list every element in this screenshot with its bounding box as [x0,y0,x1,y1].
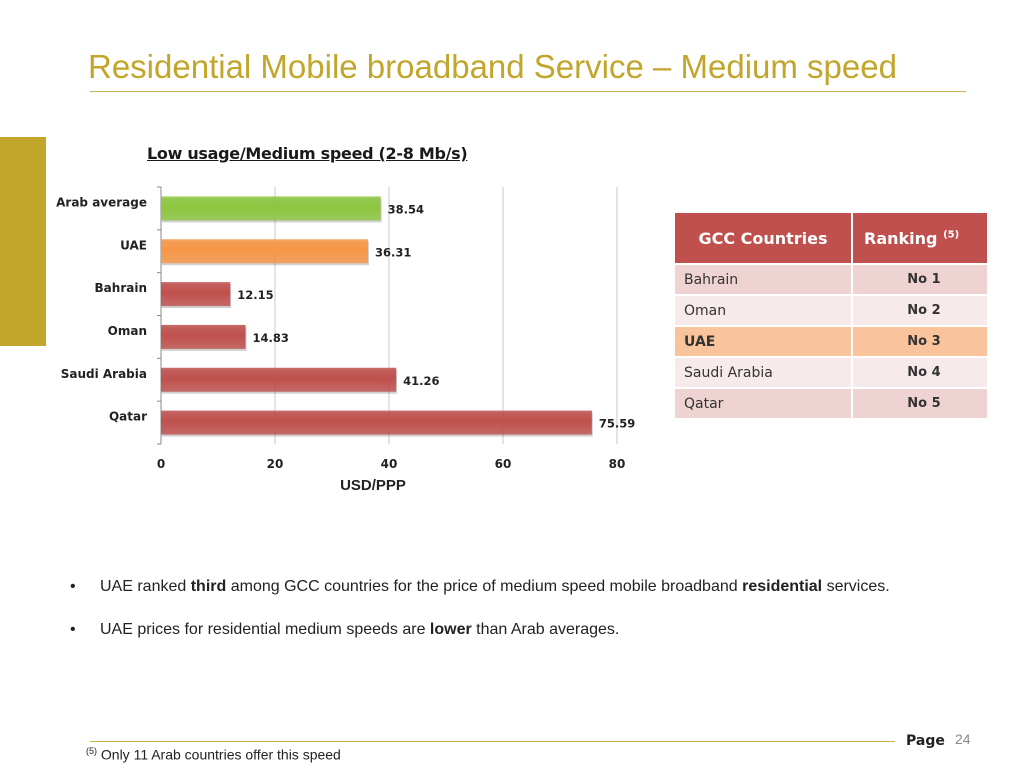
bullet-text: UAE ranked [100,578,191,595]
gcc-ranking-table: GCC Countries Ranking (5) Bahrain No 1 O… [675,213,989,420]
footnote: (5) Only 11 Arab countries offer this sp… [86,746,341,763]
rank-cell: No 5 [853,389,989,420]
bullet-item: • UAE ranked third among GCC countries f… [70,576,890,597]
data-label: 36.31 [375,245,411,259]
table-row: Oman No 2 [675,296,989,327]
x-tick-label: 0 [157,457,165,471]
table-row-highlighted: UAE No 3 [675,327,989,358]
data-label: 38.54 [388,202,424,216]
country-cell: Saudi Arabia [675,358,853,389]
ranking-footnote-mark: (5) [943,229,960,241]
data-label: 12.15 [237,288,273,302]
x-tick-label: 40 [381,457,398,471]
bullet-dot: • [70,621,76,638]
page-number: 24 [955,731,971,747]
side-accent-bar [0,137,46,346]
category-label: Saudi Arabia [61,367,147,381]
footnote-mark: (5) [86,746,97,756]
page-label: Page [906,733,945,749]
bar [161,196,381,221]
bullet-text: UAE prices for residential medium speeds… [100,621,430,638]
bar [161,367,397,392]
bullet-item: • UAE prices for residential medium spee… [70,619,890,640]
bullet-text: among GCC countries for the price of med… [226,578,743,595]
category-label: Arab average [56,195,147,209]
country-cell: Qatar [675,389,853,420]
rank-cell: No 1 [853,265,989,296]
table-header-row: GCC Countries Ranking (5) [675,213,989,265]
bullet-emphasis: lower [429,621,472,638]
footer-divider [90,741,895,742]
country-cell: Oman [675,296,853,327]
category-label: UAE [120,238,147,252]
rank-cell: No 2 [853,296,989,327]
x-tick-label: 20 [267,457,284,471]
bar [161,239,368,264]
bar-chart: Arab average 38.54 UAE 36.31 Bahrain 12.15 Oma… [56,186,635,494]
bullet-emphasis: third [190,578,227,595]
bullet-emphasis: residential [742,578,823,595]
x-tick-label: 80 [609,457,626,471]
chart-title: Low usage/Medium speed (2-8 Mb/s) [147,144,468,163]
header-gcc-countries: GCC Countries [675,213,853,265]
rank-cell: No 4 [853,358,989,389]
data-label: 14.83 [253,331,289,345]
data-label: 41.26 [403,374,439,388]
x-axis-label: USD/PPP [340,477,406,494]
data-label: 75.59 [599,417,635,431]
table-row: Bahrain No 1 [675,265,989,296]
country-cell: Bahrain [675,265,853,296]
bullet-text: services. [822,578,890,595]
header-ranking-label: Ranking [864,228,938,248]
table-row: Saudi Arabia No 4 [675,358,989,389]
country-cell: UAE [675,327,853,358]
table-row: Qatar No 5 [675,389,989,420]
slide-title: Residential Mobile broadband Service – M… [88,48,897,85]
category-label: Bahrain [95,281,147,295]
bullet-text: than Arab averages. [471,621,620,638]
x-tick-label: 60 [495,457,512,471]
bar [161,410,592,435]
header-ranking: Ranking (5) [853,213,989,265]
header-gcc-countries-label: GCC Countries [698,228,828,248]
bullet-dot: • [70,578,76,595]
rank-cell: No 3 [853,327,989,358]
bullet-list: • UAE ranked third among GCC countries f… [70,576,890,662]
category-label: Oman [108,324,147,338]
bar [161,324,246,349]
category-label: Qatar [109,410,147,424]
footnote-text: Only 11 Arab countries offer this speed [100,746,341,763]
title-divider [90,91,966,92]
bar [161,282,231,307]
